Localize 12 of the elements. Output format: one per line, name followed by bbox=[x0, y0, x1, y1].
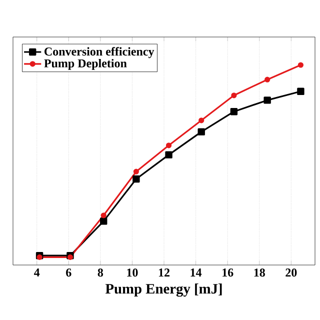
x-tick-label: 18 bbox=[254, 268, 265, 277]
x-tick-label: 14 bbox=[190, 268, 202, 276]
legend-label: Pump Depletion bbox=[44, 58, 127, 70]
x-tick-label: 12 bbox=[158, 268, 170, 276]
x-tick-label: 6 bbox=[66, 268, 72, 277]
x-tick-label: 8 bbox=[98, 268, 104, 277]
x-tick-label: 16 bbox=[222, 268, 234, 277]
x-tick-label: 20 bbox=[286, 268, 297, 277]
x-tick-label: 10 bbox=[127, 268, 138, 277]
legend-label: Conversion efficiency bbox=[44, 47, 154, 58]
x-tick-label: 4 bbox=[34, 268, 40, 276]
x-axis-title: Pump Energy [mJ] bbox=[105, 284, 222, 297]
